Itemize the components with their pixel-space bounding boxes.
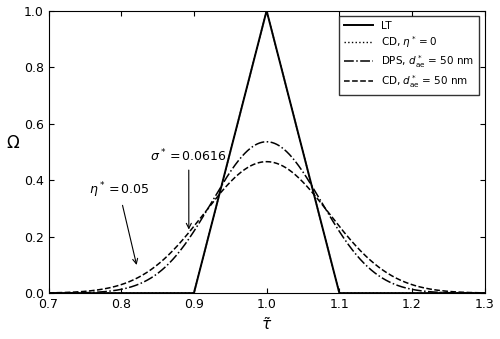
Y-axis label: $\Omega$: $\Omega$ xyxy=(6,134,20,152)
Legend: LT, CD, $\eta^*=0$, DPS, $d^*_{\mathrm{ae}}$ = 50 nm, CD, $d^*_{\mathrm{ae}}$ = : LT, CD, $\eta^*=0$, DPS, $d^*_{\mathrm{a… xyxy=(338,16,480,95)
Text: $\sigma^* = 0.0616$: $\sigma^* = 0.0616$ xyxy=(150,148,227,228)
X-axis label: $\tilde{\tau}$: $\tilde{\tau}$ xyxy=(261,317,272,334)
Text: $\eta^* = 0.05$: $\eta^* = 0.05$ xyxy=(88,180,150,264)
